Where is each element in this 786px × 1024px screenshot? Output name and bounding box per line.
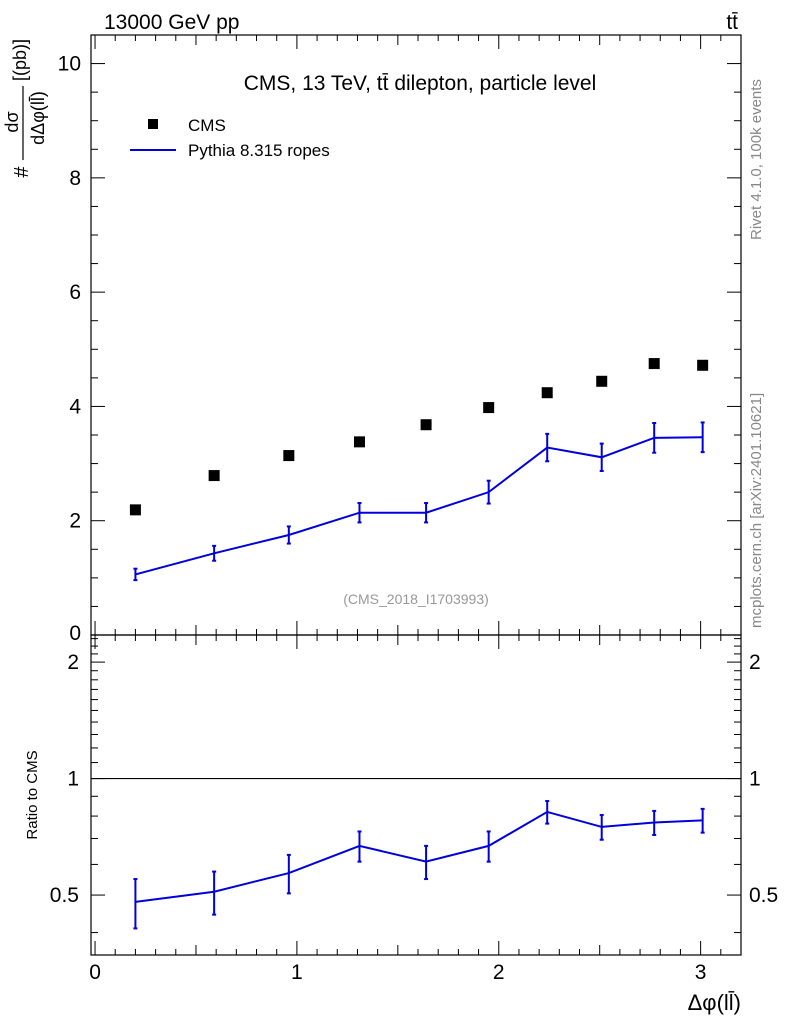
- ratio-series: [133, 800, 705, 930]
- cms-point: [596, 375, 608, 387]
- y-label-numerator: dσ: [2, 111, 22, 132]
- x-tick-label: 3: [695, 961, 707, 984]
- ratio-tick-label-right: 0.5: [749, 884, 778, 907]
- main-axis-ticks: [91, 34, 741, 636]
- cms-point: [208, 470, 220, 482]
- ratio-tick-label-left: 0.5: [50, 884, 79, 907]
- y-tick-label: 2: [69, 510, 81, 533]
- pythia-line: [135, 436, 703, 576]
- cms-point: [483, 402, 495, 414]
- y-tick-label: 4: [69, 395, 81, 418]
- main-y-tick-labels: 2 4 6 8 10 0: [58, 53, 82, 645]
- legend-cms-marker: [148, 119, 158, 129]
- mcplots-label: mcplots.cern.ch [arXiv:2401.10621]: [748, 393, 765, 628]
- analysis-tag: (CMS_2018_I1703993): [343, 591, 489, 607]
- legend-pythia-label: Pythia 8.315 ropes: [188, 141, 330, 160]
- ratio-axis-ticks: [91, 638, 741, 934]
- ratio-tick-label-right: 1: [749, 768, 761, 791]
- y-tick-label: 8: [69, 167, 81, 190]
- cms-point: [697, 359, 709, 371]
- header-right: tt̄: [726, 11, 738, 34]
- ratio-y-tick-labels: 0.5 1 2 0.5 1 2: [50, 651, 778, 907]
- x-tick-label: 0: [89, 961, 101, 984]
- header-left: 13000 GeV pp: [104, 11, 239, 34]
- y-tick-label-zero: 0: [69, 622, 81, 645]
- cms-point: [353, 436, 365, 448]
- chart-title: CMS, 13 TeV, tt̄ dilepton, particle leve…: [244, 72, 597, 95]
- y-label-unit: [(pb)]: [10, 39, 30, 81]
- ratio-line: [135, 810, 703, 903]
- y-label-prefix: #: [11, 166, 33, 178]
- cms-series: [129, 358, 709, 516]
- x-axis-ticks: [94, 35, 742, 955]
- y-label-denominator: dΔφ(ll̄): [28, 91, 48, 145]
- cms-point: [129, 504, 141, 516]
- x-tick-label: 1: [291, 961, 303, 984]
- cms-point: [541, 387, 553, 399]
- y-tick-label: 6: [69, 281, 81, 304]
- ratio-frame: [90, 634, 742, 956]
- legend-cms-label: CMS: [188, 116, 226, 135]
- cms-point: [648, 358, 660, 370]
- x-axis-label: Δφ(ll̄): [688, 990, 741, 1015]
- rivet-label: Rivet 4.1.0, 100k events: [748, 79, 765, 240]
- y-tick-label: 10: [58, 53, 81, 76]
- y-axis-label: # dσ dΔφ(ll̄) [(pb)]: [2, 39, 48, 178]
- cms-point: [283, 450, 295, 462]
- ratio-tick-label-left: 1: [67, 768, 79, 791]
- x-tick-labels: 0 1 2 3: [89, 961, 706, 984]
- ratio-tick-label-right: 2: [749, 651, 761, 674]
- ratio-y-label: Ratio to CMS: [24, 750, 41, 839]
- ratio-tick-label-left: 2: [67, 651, 79, 674]
- pythia-series: [133, 421, 705, 582]
- cms-point: [420, 419, 432, 431]
- x-tick-label: 2: [493, 961, 505, 984]
